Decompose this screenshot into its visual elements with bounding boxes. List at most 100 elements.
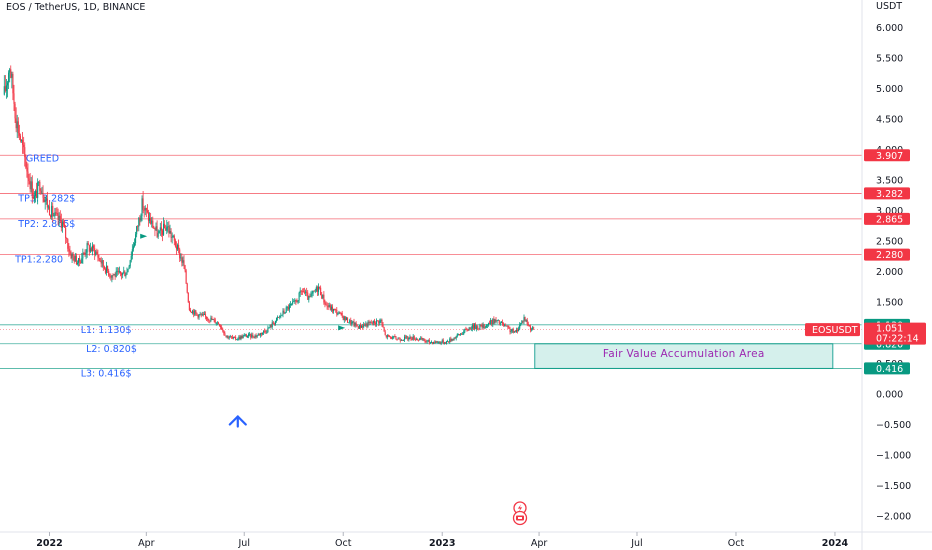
candle bbox=[498, 320, 500, 326]
symbol-tag[interactable] bbox=[805, 323, 860, 337]
price-axis-panel[interactable] bbox=[862, 0, 932, 532]
candle bbox=[286, 306, 288, 311]
candle bbox=[237, 337, 239, 341]
candle bbox=[485, 324, 487, 329]
candle bbox=[173, 234, 175, 246]
flag-icon[interactable] bbox=[140, 233, 148, 239]
candle bbox=[208, 318, 210, 323]
candle bbox=[190, 311, 193, 314]
candle bbox=[223, 330, 225, 336]
earnings-icon[interactable] bbox=[512, 510, 528, 526]
price-tags: 3.9073.2822.8652.2801.1300.8200.416EOSUS… bbox=[805, 149, 926, 375]
candle bbox=[309, 293, 311, 298]
candle bbox=[47, 204, 49, 210]
candle bbox=[527, 321, 529, 327]
candle bbox=[350, 317, 352, 326]
candle bbox=[221, 324, 223, 331]
candle bbox=[500, 320, 502, 324]
candle bbox=[93, 244, 95, 252]
candle bbox=[156, 220, 158, 238]
candle bbox=[152, 216, 154, 229]
candle bbox=[43, 195, 45, 203]
candle bbox=[107, 265, 109, 273]
candle bbox=[51, 201, 53, 220]
countdown-text: 07:22:14 bbox=[876, 334, 919, 345]
candle bbox=[15, 107, 17, 133]
candle bbox=[9, 67, 11, 83]
candle bbox=[101, 258, 103, 268]
candle bbox=[419, 337, 421, 341]
candle bbox=[352, 320, 354, 324]
candle bbox=[127, 268, 129, 273]
x-tick-label: Apr bbox=[531, 538, 548, 549]
candle bbox=[154, 227, 156, 237]
candle bbox=[166, 219, 168, 235]
candle bbox=[266, 329, 268, 334]
candle bbox=[532, 326, 534, 331]
level-price-tag-text: 3.907 bbox=[876, 151, 903, 162]
candle bbox=[86, 241, 88, 258]
candle bbox=[129, 259, 131, 269]
candle bbox=[368, 319, 370, 326]
candle bbox=[232, 336, 235, 340]
candle bbox=[69, 245, 71, 256]
candle bbox=[11, 71, 13, 89]
candle bbox=[68, 243, 70, 257]
candle bbox=[213, 317, 215, 323]
candle bbox=[44, 196, 46, 210]
y-tick-label: −1.000 bbox=[876, 450, 911, 461]
candle bbox=[145, 207, 147, 218]
candle bbox=[155, 222, 157, 232]
candle bbox=[196, 312, 198, 316]
y-tick-label: 2.500 bbox=[876, 237, 903, 248]
candle bbox=[157, 229, 159, 239]
x-tick-label: 2022 bbox=[36, 538, 62, 549]
fair-value-zone[interactable] bbox=[534, 343, 834, 369]
flag-icon[interactable] bbox=[338, 325, 346, 331]
candle bbox=[503, 322, 505, 327]
candle bbox=[228, 335, 230, 340]
candle bbox=[476, 324, 478, 332]
candle bbox=[82, 248, 84, 264]
candle bbox=[371, 321, 373, 326]
y-tick-label: 3.500 bbox=[876, 176, 903, 187]
candle bbox=[122, 272, 124, 279]
candle bbox=[77, 257, 80, 267]
candle bbox=[424, 338, 426, 344]
candle bbox=[102, 260, 104, 271]
candle bbox=[429, 341, 431, 344]
level-price-tag bbox=[864, 362, 910, 375]
candle bbox=[181, 253, 183, 267]
candle bbox=[385, 335, 387, 339]
candle bbox=[22, 131, 24, 154]
candle bbox=[187, 292, 189, 303]
level-label: TP1:2.280 bbox=[14, 255, 63, 266]
candle bbox=[395, 336, 397, 340]
candle bbox=[40, 188, 42, 196]
candle bbox=[302, 288, 304, 293]
candle bbox=[402, 339, 405, 341]
level-label: TP2: 2.865$ bbox=[17, 219, 75, 230]
candle bbox=[415, 337, 417, 341]
candle bbox=[411, 337, 413, 341]
candle bbox=[41, 186, 43, 195]
candle bbox=[507, 324, 509, 329]
candle bbox=[103, 265, 105, 270]
candle bbox=[264, 328, 266, 334]
candle bbox=[331, 304, 334, 314]
candle bbox=[482, 322, 484, 329]
arrow-up-icon[interactable] bbox=[228, 415, 247, 428]
candle bbox=[179, 247, 181, 263]
candle bbox=[132, 242, 134, 252]
candle bbox=[256, 335, 258, 339]
candle bbox=[261, 332, 264, 336]
candle bbox=[435, 340, 437, 344]
x-tick-label: 2024 bbox=[822, 538, 849, 549]
candle bbox=[492, 318, 494, 328]
candle bbox=[246, 335, 249, 339]
candle bbox=[20, 139, 23, 143]
candle bbox=[320, 285, 322, 296]
candle bbox=[231, 334, 233, 340]
candle bbox=[437, 340, 439, 344]
